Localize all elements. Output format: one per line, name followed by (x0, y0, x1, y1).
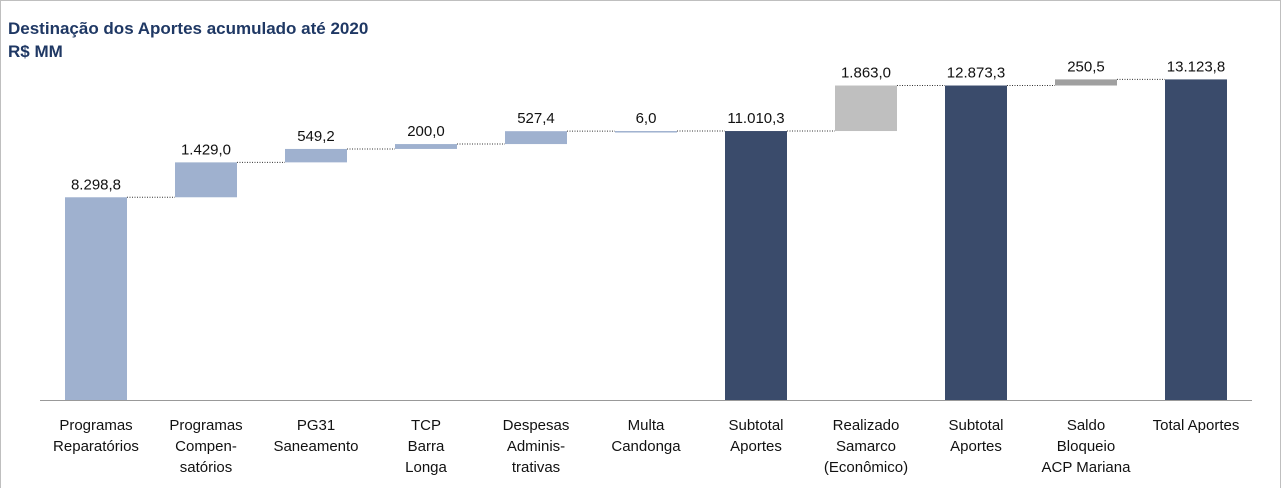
x-tick-label: PG31 Saneamento (273, 417, 358, 455)
x-tick-label: Total Aportes (1153, 417, 1240, 434)
data-label: 6,0 (636, 110, 657, 127)
bar (285, 148, 347, 163)
data-label: 250,5 (1067, 58, 1105, 75)
data-label: 12.873,3 (947, 65, 1005, 82)
x-tick-label: Subtotal Aportes (728, 417, 783, 455)
x-tick-label: Despesas Adminis-trativas (503, 417, 570, 476)
x-tick-label: Realizado Samarco (Econômico) (824, 417, 908, 476)
data-label: 549,2 (297, 128, 335, 145)
chart-title: Destinação dos Aportes acumulado até 202… (8, 19, 368, 38)
data-label: 527,4 (517, 110, 555, 127)
data-label: 1.863,0 (841, 65, 891, 82)
chart-subtitle: R$ MM (8, 42, 63, 61)
x-tick-label: Programas Reparatórios (53, 417, 139, 455)
bar (1165, 79, 1227, 401)
bar (395, 144, 457, 149)
data-label: 1.429,0 (181, 141, 231, 158)
data-label: 13.123,8 (1167, 58, 1225, 75)
bar (725, 131, 787, 400)
data-label: 200,0 (407, 123, 445, 140)
bar (1055, 79, 1117, 86)
x-tick-label: Saldo Bloqueio ACP Mariana (1042, 417, 1132, 476)
bar (65, 197, 127, 400)
x-tick-label: Subtotal Aportes (948, 417, 1003, 455)
bar (835, 85, 897, 132)
bar (175, 162, 237, 198)
bar (505, 131, 567, 145)
x-tick-label: Programas Compen-satórios (169, 417, 242, 476)
data-label: 8.298,8 (71, 176, 121, 193)
x-tick-label: TCP Barra Longa (405, 417, 447, 476)
bar (945, 85, 1007, 400)
bar (615, 131, 677, 133)
data-label: 11.010,3 (727, 110, 784, 127)
x-tick-label: Multa Candonga (611, 417, 681, 455)
